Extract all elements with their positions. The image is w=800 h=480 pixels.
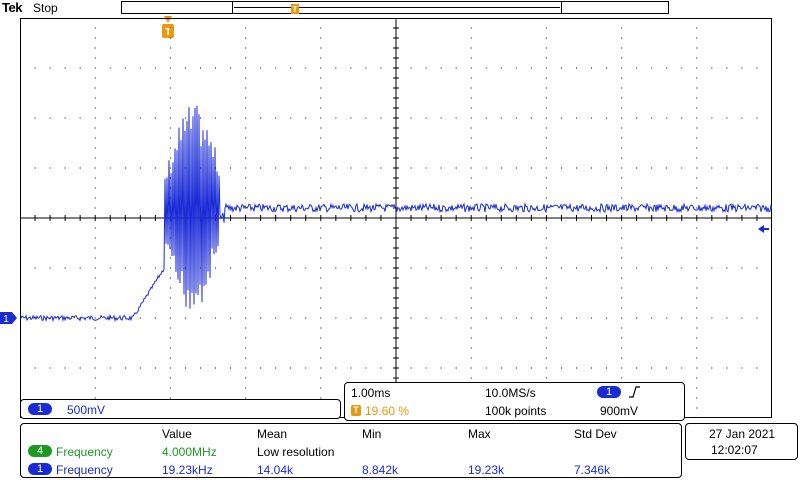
- trigger-position-chip: T: [351, 405, 361, 416]
- measurement-std-dev: 7.346k: [574, 463, 611, 477]
- ch1-scale-box[interactable]: 1 500mV: [20, 399, 341, 419]
- header-mean: Mean: [257, 427, 288, 441]
- rising-edge-icon: [629, 386, 640, 398]
- ch4-chip: 4: [28, 445, 52, 457]
- measurement-value: 4.000MHz: [162, 445, 217, 459]
- ch1-chip: 1: [28, 403, 52, 415]
- trigger-position-marker[interactable]: T: [161, 15, 175, 41]
- waveform-graticule[interactable]: [20, 18, 772, 418]
- time: 12:02:07: [711, 443, 758, 457]
- acquisition-status: Stop: [33, 1, 58, 15]
- header-value: Value: [162, 427, 192, 441]
- trigger-level: 900mV: [600, 404, 639, 418]
- header-std-dev: Std Dev: [574, 427, 617, 441]
- trigger-source-chip: 1: [597, 386, 621, 398]
- horizontal-trigger-box[interactable]: 1.00ms 10.0MS/s 1 T 19.60 % 100k points …: [344, 382, 685, 421]
- record-length: 100k points: [485, 404, 547, 418]
- measurement-max: 19.23k: [468, 463, 505, 477]
- ch1-waveform-trace: [20, 105, 772, 323]
- brand-logo: Tek: [2, 0, 22, 15]
- measurement-value: 19.23kHz: [162, 463, 213, 477]
- trigger-level-marker-icon[interactable]: [758, 224, 770, 234]
- timebase: 1.00ms: [351, 386, 391, 400]
- measurement-name: Frequency: [56, 463, 113, 477]
- measurement-min: 8.842k: [362, 463, 399, 477]
- ch1-marker-label: 1: [3, 314, 9, 325]
- measurement-name: Frequency: [56, 445, 113, 459]
- trigger-position-icon: T: [162, 16, 174, 38]
- ch1-ground-marker[interactable]: 1: [0, 311, 18, 325]
- ch1-vertical-scale: 500mV: [67, 403, 106, 417]
- ch1-marker-icon: 1: [0, 312, 17, 325]
- sample-rate: 10.0MS/s: [485, 386, 536, 400]
- header-max: Max: [468, 427, 491, 441]
- header-min: Min: [362, 427, 382, 441]
- measurement-mean: Low resolution: [257, 445, 335, 459]
- measurements-panel[interactable]: Value Mean Min Max Std Dev 4 Frequency 4…: [20, 423, 682, 478]
- ch1-chip: 1: [28, 463, 52, 475]
- trigger-position-label: T: [165, 27, 171, 38]
- datetime-box[interactable]: 27 Jan 2021 12:02:07: [685, 423, 798, 460]
- trigger-position: 19.60 %: [365, 404, 410, 418]
- record-view-window[interactable]: [232, 1, 562, 14]
- record-trigger-marker-icon: T: [291, 4, 299, 14]
- measurement-mean: 14.04k: [257, 463, 294, 477]
- graticule-grid: [20, 18, 772, 418]
- date: 27 Jan 2021: [709, 427, 776, 441]
- svg-text:T: T: [293, 5, 298, 14]
